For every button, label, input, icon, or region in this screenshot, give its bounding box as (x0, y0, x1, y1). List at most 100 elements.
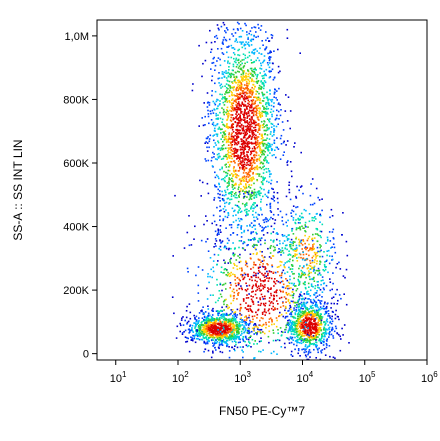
event-dot (300, 322, 302, 324)
event-dot (282, 315, 285, 318)
event-dot (320, 351, 323, 354)
event-dot (239, 122, 241, 124)
event-dot (257, 192, 260, 194)
event-dot (266, 180, 268, 183)
event-dot (289, 306, 292, 308)
event-dot (255, 253, 258, 256)
event-dot (226, 123, 228, 125)
event-dot (254, 124, 257, 127)
event-dot (252, 203, 254, 206)
event-dot (230, 274, 232, 277)
event-dot (246, 273, 249, 276)
event-dot (313, 319, 316, 322)
event-dot (241, 288, 243, 291)
event-dot (268, 102, 270, 105)
event-dot (307, 328, 310, 330)
event-dot (232, 184, 234, 187)
event-dot (214, 82, 216, 85)
event-dot (219, 332, 221, 334)
event-dot (325, 312, 328, 314)
event-dot (301, 248, 303, 250)
event-dot (226, 91, 229, 94)
event-dot (252, 173, 254, 175)
event-dot (284, 244, 287, 247)
event-dot (323, 313, 326, 316)
event-dot (258, 133, 261, 135)
event-dot (263, 259, 265, 262)
event-dot (246, 141, 249, 143)
event-dot (309, 327, 312, 330)
event-dot (226, 106, 229, 109)
event-dot (273, 228, 275, 230)
event-dot (307, 335, 310, 338)
event-dot (308, 325, 310, 327)
event-dot (263, 178, 265, 181)
event-dot (222, 272, 224, 274)
event-dot (296, 328, 298, 330)
event-dot (284, 331, 286, 333)
event-dot (275, 156, 277, 159)
event-dot (260, 192, 262, 194)
event-dot (246, 125, 248, 128)
event-dot (303, 338, 306, 340)
event-dot (212, 325, 215, 328)
event-dot (291, 355, 294, 357)
event-dot (293, 316, 296, 319)
event-dot (240, 334, 242, 336)
event-dot (305, 329, 307, 331)
event-dot (339, 349, 342, 352)
event-dot (296, 320, 298, 322)
event-dot (202, 324, 205, 326)
event-dot (294, 142, 296, 144)
event-dot (256, 165, 258, 167)
event-dot (314, 328, 316, 331)
event-dot (231, 311, 234, 313)
event-dot (266, 146, 268, 149)
event-dot (236, 130, 239, 132)
event-dot (278, 251, 281, 253)
event-dot (323, 282, 326, 284)
event-dot (234, 275, 236, 278)
event-dot (227, 112, 229, 115)
event-dot (265, 115, 268, 117)
event-dot (270, 211, 273, 213)
event-dot (240, 218, 242, 220)
event-dot (244, 158, 246, 161)
event-dot (223, 194, 226, 197)
event-dot (257, 104, 259, 107)
event-dot (197, 322, 199, 324)
event-dot (265, 103, 267, 106)
event-dot (263, 308, 266, 310)
event-dot (229, 294, 232, 297)
event-dot (249, 174, 251, 177)
event-dot (250, 141, 253, 144)
event-dot (306, 341, 309, 343)
event-dot (236, 333, 238, 336)
event-dot (300, 185, 303, 187)
event-dot (287, 322, 290, 324)
event-dot (272, 339, 275, 342)
event-dot (294, 254, 297, 257)
event-dot (250, 44, 253, 46)
event-dot (303, 327, 305, 330)
event-dot (199, 179, 201, 182)
event-dot (270, 277, 273, 280)
event-dot (221, 332, 223, 335)
event-dot (284, 262, 287, 264)
event-dot (281, 216, 284, 219)
event-dot (207, 113, 210, 115)
event-dot (247, 323, 250, 326)
event-dot (251, 109, 254, 112)
event-dot (230, 103, 233, 105)
event-dot (254, 129, 256, 131)
event-dot (254, 323, 257, 325)
event-dot (238, 335, 240, 338)
event-dot (248, 55, 251, 57)
event-dot (275, 325, 278, 328)
event-dot (224, 100, 226, 103)
event-dot (242, 346, 244, 348)
event-dot (328, 336, 330, 338)
event-dot (222, 335, 225, 337)
event-dot (248, 344, 250, 347)
event-dot (225, 98, 227, 100)
